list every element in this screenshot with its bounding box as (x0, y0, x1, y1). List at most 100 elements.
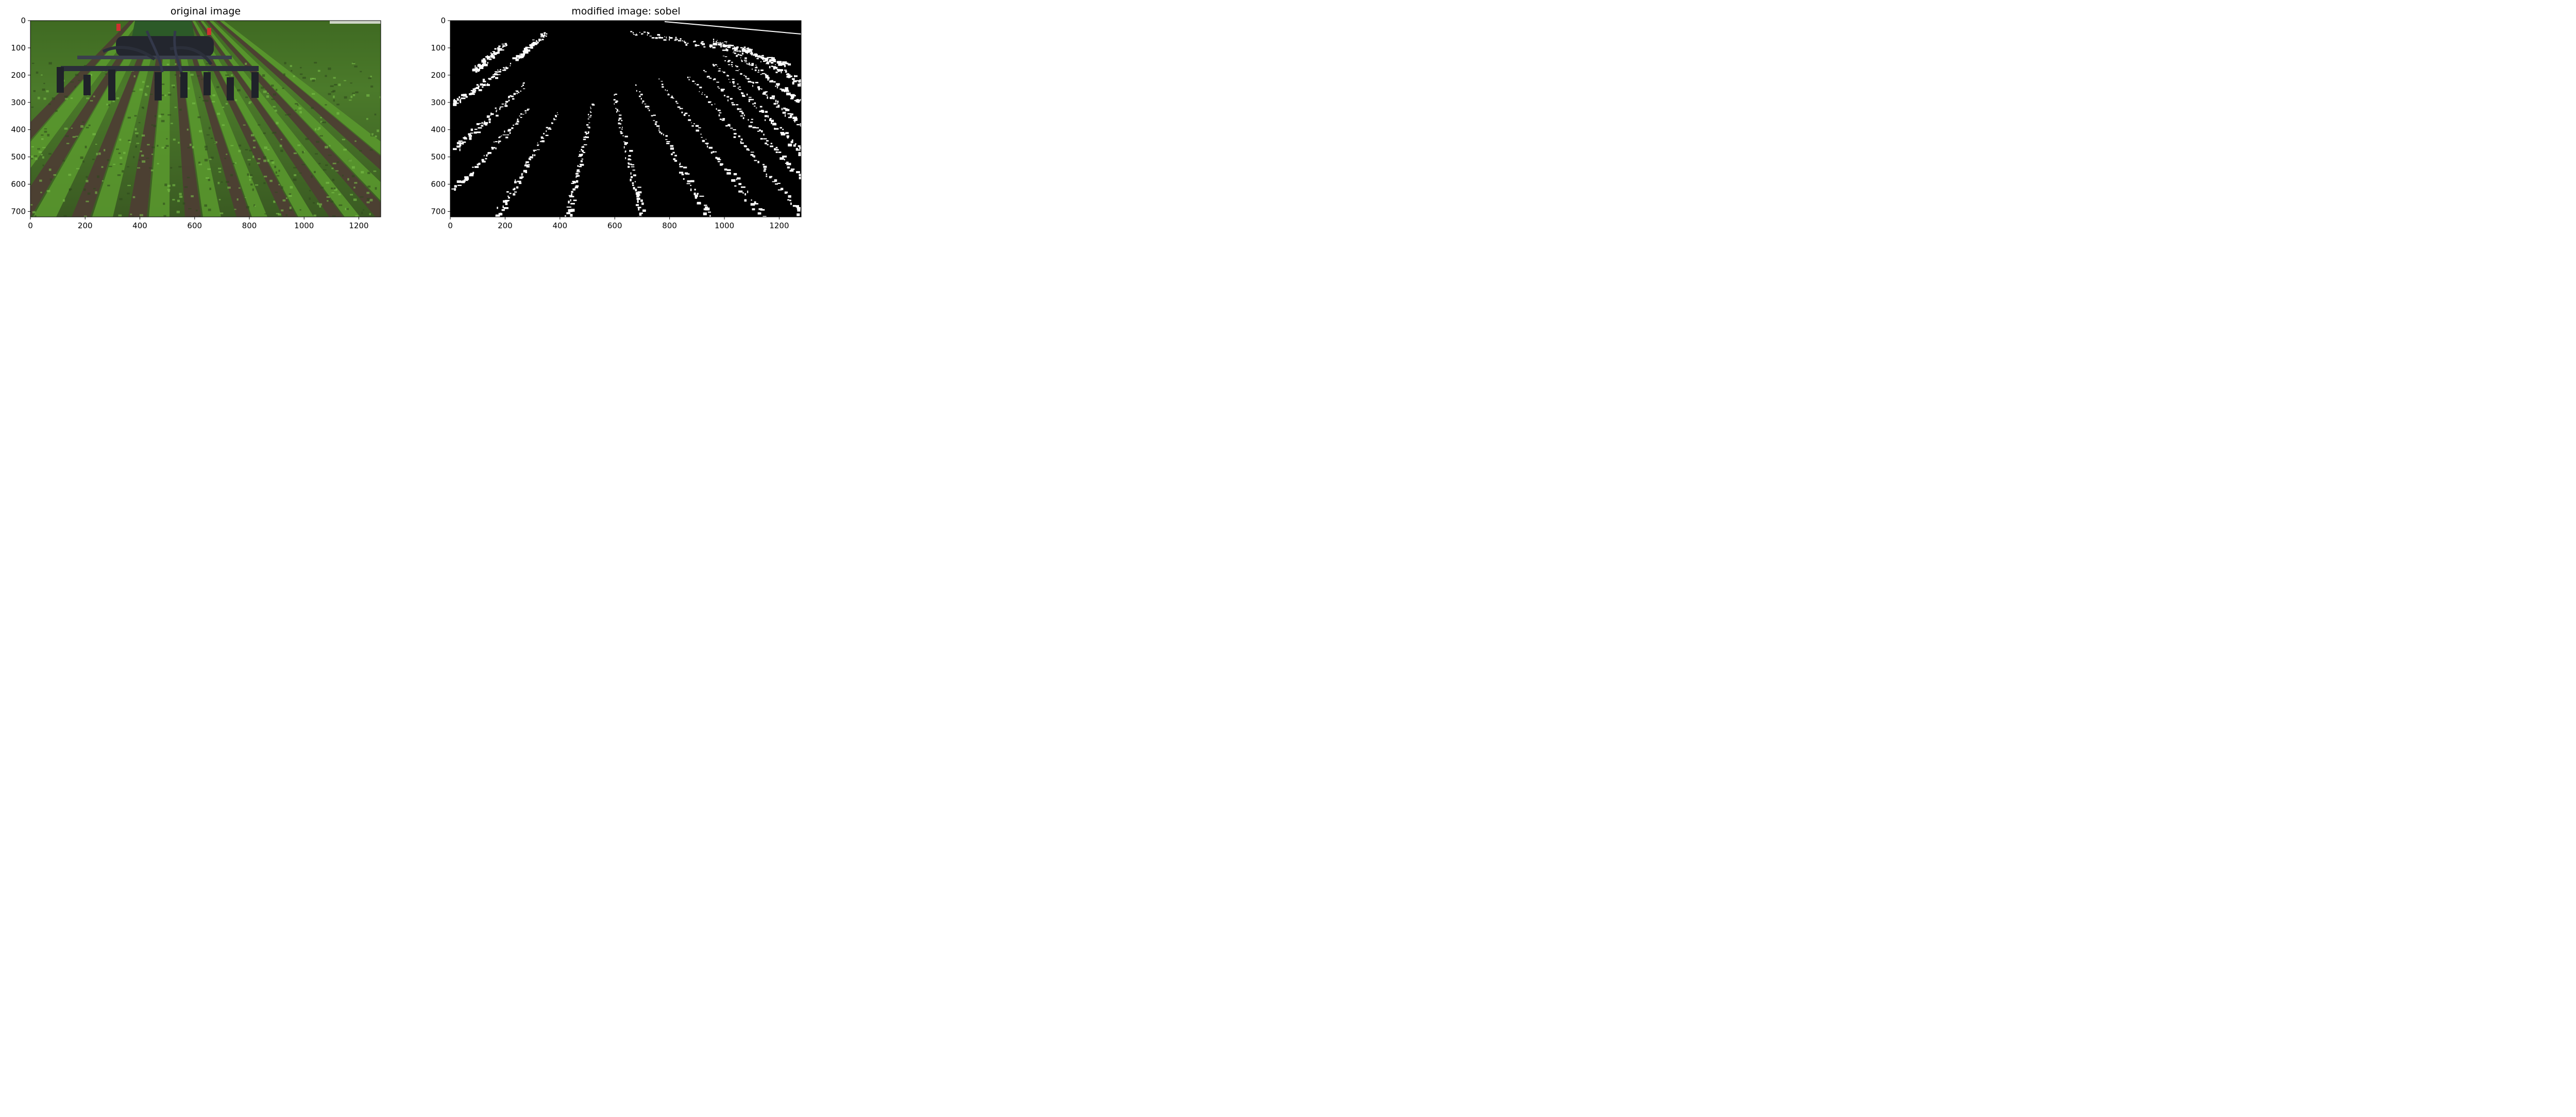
edge-fragment (791, 95, 794, 98)
edge-fragment (775, 151, 778, 153)
edge-fragment (631, 164, 635, 165)
edge-fragment (736, 104, 739, 106)
edge-fragment (774, 127, 775, 130)
edge-fragment (771, 57, 775, 58)
edge-fragment (715, 64, 717, 65)
foliage-texture (161, 120, 165, 123)
edge-fragment (755, 55, 756, 57)
edge-fragment (713, 151, 715, 153)
edge-fragment (703, 46, 706, 48)
foliage-texture (321, 122, 324, 123)
edge-fragment (741, 112, 744, 114)
foliage-texture (43, 97, 46, 100)
edge-fragment (715, 157, 718, 159)
foliage-texture (150, 170, 154, 172)
edge-fragment (751, 119, 753, 120)
edge-fragment (791, 139, 793, 142)
foliage-texture (163, 215, 166, 217)
edge-fragment (527, 108, 530, 110)
foliage-texture (191, 195, 194, 197)
foliage-texture (275, 171, 277, 174)
foliage-texture (36, 71, 39, 74)
edge-fragment (575, 173, 579, 175)
foliage-texture (136, 143, 140, 144)
edge-fragment (767, 96, 768, 99)
edge-fragment (755, 64, 757, 66)
edge-fragment (624, 142, 626, 143)
edge-fragment (569, 195, 573, 198)
edge-fragment (640, 98, 642, 100)
edge-fragment (798, 154, 801, 157)
edge-fragment (733, 83, 735, 84)
foliage-texture (134, 115, 137, 117)
edge-fragment (790, 202, 792, 205)
foliage-texture (164, 183, 167, 187)
edge-fragment (730, 127, 733, 129)
edge-fragment (760, 209, 765, 211)
edge-fragment (664, 21, 801, 35)
edge-fragment (472, 91, 476, 93)
foliage-texture (238, 149, 241, 153)
edge-fragment (460, 98, 462, 100)
foliage-texture (41, 74, 43, 76)
foliage-texture (369, 213, 371, 215)
edge-fragment (713, 79, 714, 80)
edge-fragment (775, 66, 778, 69)
edge-fragment (553, 118, 555, 119)
edge-fragment (798, 99, 801, 101)
edge-fragment (633, 34, 635, 35)
edge-fragment (511, 127, 514, 129)
edge-fragment (635, 204, 639, 206)
edge-fragment (801, 80, 804, 81)
edge-fragment (658, 129, 660, 131)
edge-fragment (613, 99, 616, 101)
edge-fragment (509, 193, 512, 194)
edge-fragment (641, 103, 643, 104)
x-tick-label-sobel: 800 (662, 221, 677, 230)
foliage-texture (297, 144, 301, 146)
edge-fragment (727, 99, 729, 101)
edge-fragment (469, 137, 472, 140)
edge-fragment (474, 90, 477, 92)
edge-fragment (546, 130, 547, 132)
edge-fragment (630, 31, 633, 32)
edge-fragment (794, 100, 796, 101)
edge-fragment (507, 97, 510, 98)
foliage-texture (234, 209, 236, 210)
edge-fragment (732, 78, 735, 80)
edge-fragment (705, 143, 709, 144)
edge-fragment (526, 161, 529, 163)
edge-fragment (785, 162, 787, 164)
edge-fragment (665, 135, 668, 137)
edge-fragment (784, 89, 785, 92)
edge-fragment (775, 99, 777, 103)
edge-fragment (502, 205, 504, 209)
edge-fragment (590, 114, 592, 116)
edge-fragment (524, 49, 528, 52)
edge-fragment (772, 181, 776, 182)
edge-fragment (618, 119, 620, 121)
edge-fragment (584, 131, 587, 133)
foliage-texture (285, 197, 288, 199)
foliage-texture (309, 190, 311, 192)
edge-fragment (740, 141, 742, 143)
foliage-texture (354, 182, 358, 184)
foliage-texture (64, 127, 68, 130)
edge-fragment (463, 94, 467, 96)
edge-fragment (581, 149, 583, 151)
foliage-texture (184, 186, 188, 188)
edge-fragment (503, 45, 505, 47)
edge-fragment (579, 165, 582, 167)
edge-fragment (720, 46, 722, 47)
edge-fragment (722, 118, 725, 120)
foliage-texture (48, 153, 52, 155)
edge-fragment (740, 47, 743, 48)
foliage-texture (32, 211, 36, 213)
foliage-texture (31, 106, 34, 108)
foliage-texture (86, 200, 89, 202)
foliage-texture (96, 153, 98, 156)
edge-fragment (498, 48, 502, 49)
edge-fragment (744, 57, 747, 59)
foliage-texture (139, 88, 143, 91)
foliage-texture (311, 175, 313, 178)
